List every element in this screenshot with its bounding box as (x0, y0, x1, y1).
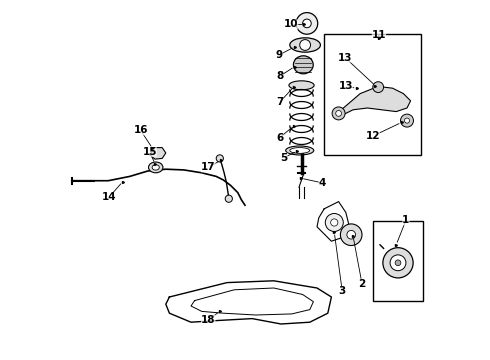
Text: 1: 1 (402, 215, 410, 225)
Text: 14: 14 (101, 192, 116, 202)
Text: 9: 9 (276, 50, 283, 60)
Bar (324, 34, 421, 155)
Ellipse shape (286, 146, 314, 155)
Circle shape (404, 118, 410, 123)
Circle shape (383, 248, 413, 278)
Circle shape (303, 19, 311, 28)
Text: 4: 4 (318, 178, 326, 188)
Polygon shape (335, 86, 411, 115)
Text: 15: 15 (143, 147, 157, 157)
Circle shape (332, 107, 345, 120)
Circle shape (331, 219, 338, 226)
Text: 10: 10 (284, 19, 298, 30)
Ellipse shape (289, 81, 314, 90)
Circle shape (216, 155, 223, 162)
Text: 3: 3 (339, 286, 346, 296)
Text: 13: 13 (339, 81, 353, 91)
Circle shape (390, 255, 406, 271)
Circle shape (325, 213, 343, 231)
Text: 11: 11 (372, 30, 386, 40)
Text: 7: 7 (276, 96, 284, 107)
Text: 6: 6 (276, 132, 284, 143)
Circle shape (373, 82, 384, 93)
Bar (373, 221, 423, 301)
Polygon shape (149, 148, 166, 159)
Circle shape (300, 40, 311, 50)
Text: 12: 12 (366, 131, 380, 141)
Circle shape (296, 13, 318, 34)
Ellipse shape (294, 56, 313, 74)
Text: 2: 2 (358, 279, 366, 289)
Text: 16: 16 (133, 125, 148, 135)
Text: 8: 8 (276, 71, 283, 81)
Circle shape (347, 230, 356, 239)
Ellipse shape (152, 165, 159, 170)
Circle shape (336, 111, 342, 116)
Circle shape (225, 195, 232, 202)
Circle shape (395, 260, 401, 266)
Ellipse shape (290, 38, 320, 52)
Text: 17: 17 (201, 162, 216, 172)
Ellipse shape (290, 148, 310, 153)
Text: 13: 13 (338, 53, 352, 63)
Text: 18: 18 (201, 315, 216, 325)
Text: 5: 5 (280, 153, 288, 163)
Ellipse shape (148, 162, 163, 173)
Circle shape (341, 224, 362, 246)
Circle shape (400, 114, 414, 127)
